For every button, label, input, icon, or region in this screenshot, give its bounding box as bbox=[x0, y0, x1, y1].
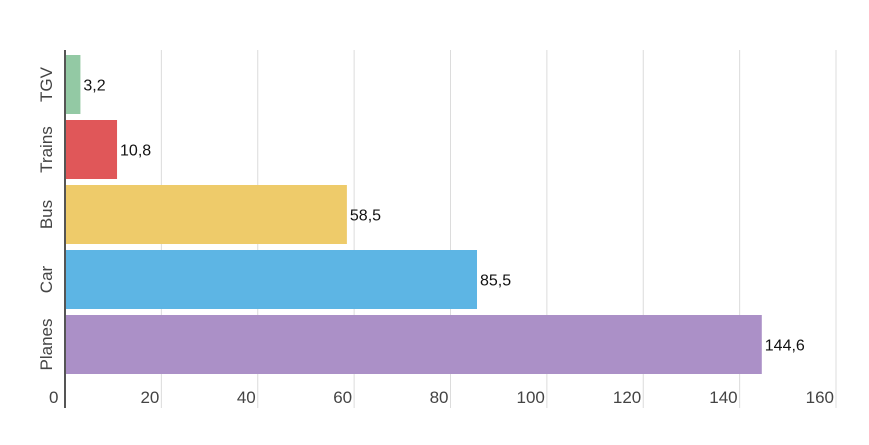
x-tick-label: 140 bbox=[709, 388, 737, 407]
category-label-planes: Planes bbox=[37, 319, 56, 371]
data-label-car: 85,5 bbox=[480, 273, 511, 290]
category-label-tgv: TGV bbox=[37, 66, 56, 102]
data-label-trains: 10,8 bbox=[120, 143, 151, 160]
x-tick-label: 120 bbox=[613, 388, 641, 407]
data-label-bus: 58,5 bbox=[350, 208, 381, 225]
x-tick-label: 100 bbox=[517, 388, 545, 407]
data-label-tgv: 3,2 bbox=[83, 78, 105, 95]
x-tick-label: 20 bbox=[140, 388, 159, 407]
x-tick-label: 80 bbox=[430, 388, 449, 407]
x-tick-label: 0 bbox=[49, 388, 58, 407]
bar-tgv bbox=[65, 55, 81, 114]
x-tick-label: 60 bbox=[333, 388, 352, 407]
x-tick-label: 160 bbox=[806, 388, 834, 407]
gridlines bbox=[160, 50, 837, 408]
category-label-trains: Trains bbox=[37, 126, 56, 173]
data-labels: 3,2 10,8 58,5 85,5 144,6 bbox=[83, 78, 805, 355]
category-labels: TGV Trains Bus Car Planes bbox=[37, 66, 56, 370]
category-label-car: Car bbox=[37, 265, 56, 293]
bar-trains bbox=[65, 120, 118, 179]
category-label-bus: Bus bbox=[37, 200, 56, 229]
bar-bus bbox=[65, 185, 347, 244]
x-tick-label: 40 bbox=[237, 388, 256, 407]
bar-car bbox=[65, 250, 478, 309]
x-axis-ticks: 0 20 40 60 80 100 120 140 160 bbox=[49, 388, 834, 407]
data-label-planes: 144,6 bbox=[765, 338, 805, 355]
bars bbox=[65, 55, 762, 374]
bar-planes bbox=[65, 315, 762, 374]
